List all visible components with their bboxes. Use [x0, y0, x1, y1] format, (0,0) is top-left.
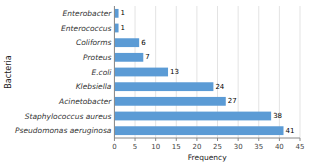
y-axis-line [114, 6, 115, 138]
x-axis-line [114, 138, 300, 139]
category-label: Enterobacter [63, 9, 113, 18]
category-label: Acinetobacter [58, 97, 112, 106]
tick-label: 0 [112, 143, 116, 151]
tick-label: 40 [275, 143, 284, 151]
bars [114, 9, 283, 135]
tick-label: 25 [213, 143, 222, 151]
data-label: 27 [228, 97, 237, 105]
bar [114, 112, 271, 121]
data-label: 13 [170, 68, 179, 76]
data-label: 41 [286, 127, 295, 135]
bar [114, 68, 168, 77]
bar [114, 53, 143, 62]
category-label: Klebsiella [76, 82, 112, 91]
bar [114, 97, 225, 106]
data-labels: 41 38 27 24 13 7 6 1 1 [121, 9, 295, 134]
data-label: 7 [145, 53, 149, 61]
x-ticks: 0 5 10 15 20 25 30 35 40 45 [112, 138, 304, 151]
data-label: 24 [215, 83, 224, 91]
bar [114, 38, 139, 47]
data-label: 1 [121, 9, 125, 17]
category-labels: Pseudomonas aeruginosa Staphylococcus aur… [15, 9, 112, 135]
bar [114, 9, 118, 18]
tick-label: 45 [296, 143, 305, 151]
data-label: 1 [121, 24, 125, 32]
category-label: Coliforms [76, 38, 112, 47]
category-label: Pseudomonas aeruginosa [15, 126, 112, 135]
tick-label: 5 [133, 143, 137, 151]
bar [114, 126, 283, 135]
category-label: E.coli [91, 68, 112, 77]
tick-label: 15 [172, 143, 181, 151]
grid-line [114, 6, 115, 138]
tick-label: 10 [151, 143, 160, 151]
data-label: 6 [141, 39, 146, 47]
bar [114, 82, 213, 91]
category-label: Enterococcus [61, 24, 111, 33]
y-axis-title: Bacteria [4, 55, 13, 88]
x-axis-title: Frequency [188, 153, 227, 162]
tick-label: 20 [192, 143, 201, 151]
grid-line [300, 6, 301, 138]
chart: Pseudomonas aeruginosa Staphylococcus aur… [0, 0, 309, 163]
bar [114, 24, 118, 33]
tick-label: 35 [254, 143, 263, 151]
category-label: Proteus [83, 53, 112, 62]
tick-label: 30 [234, 143, 243, 151]
data-label: 38 [273, 112, 282, 120]
grid [114, 6, 300, 138]
category-label: Staphylococcus aureus [25, 112, 112, 121]
plot-area [114, 6, 300, 138]
